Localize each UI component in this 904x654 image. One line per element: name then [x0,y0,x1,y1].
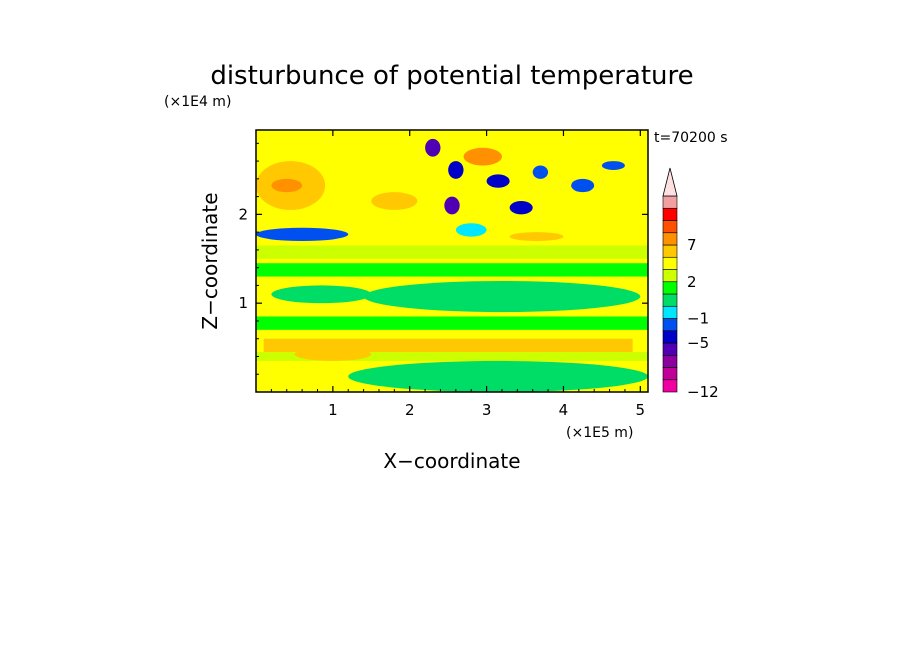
x-tick-label: 4 [559,401,569,419]
colorbar-extend-arrow [662,167,678,197]
x-tick-label: 2 [405,401,415,419]
y-axis: 12 [238,142,648,375]
heatmap-cell [455,223,487,237]
heatmap-cell [256,227,349,242]
x-tick-label: 1 [328,401,338,419]
heatmap-cell [271,178,303,193]
colorbar-segment [662,220,678,234]
y-unit-label: (×1E4 m) [164,94,231,110]
colorbar-segment [662,354,678,368]
colorbar-segment [662,195,678,209]
heatmap-cell [271,285,372,304]
heatmap-cell [448,161,464,179]
time-label: t=70200 s [654,130,728,146]
colorbar-segment [662,232,678,246]
heatmap-cell [571,178,595,193]
colorbar-segment [662,305,678,319]
heatmap-cell [486,174,510,188]
colorbar-segment [662,318,678,332]
colorbar: −12−5−127 [662,167,719,401]
heatmap-cell [256,316,648,330]
colorbar-segment [662,379,678,393]
heatmap-cell [263,338,633,353]
heatmap-cell [463,147,502,166]
colorbar-segment [662,256,678,270]
heatmap-cell [509,201,533,215]
heatmap-cell [532,165,549,179]
heatmap-cell [509,232,564,242]
heatmap-cell [363,280,641,313]
heatmap-cell [256,245,648,259]
x-tick-label: 3 [482,401,492,419]
y-axis-label: Z−coordinate [198,192,222,329]
heatmap-cell [256,352,648,361]
y-tick-label: 2 [238,205,248,223]
colorbar-tick-label: −1 [687,310,709,328]
colorbar-segment [662,244,678,258]
heatmap-cell [371,192,418,210]
x-axis-label: X−coordinate [383,449,520,473]
heatmap-cell [601,161,625,170]
heatmap-cell [348,360,648,392]
y-tick-label: 1 [238,294,248,312]
colorbar-tick-label: −5 [687,334,709,352]
colorbar-tick-label: 7 [687,236,697,254]
x-axis: 1 2 3 4 5 [270,130,646,419]
plot-frame [255,129,649,393]
colorbar-segment [662,330,678,344]
chart-title: disturbunce of potential temperature [210,61,693,91]
colorbar-segment [662,281,678,295]
colorbar-segment [662,269,678,283]
colorbar-tick-label: −12 [687,383,719,401]
x-unit-label: (×1E5 m) [566,425,633,441]
x-tick-label: 5 [636,401,646,419]
colorbar-segment [662,293,678,307]
colorbar-segment [662,207,678,221]
colorbar-segment [662,342,678,356]
heatmap-field [256,130,648,392]
heatmap-cell [444,196,460,215]
heatmap-cell [425,138,441,157]
colorbar-segment [662,367,678,381]
heatmap-cell [256,263,648,277]
heatmap-cell [294,347,372,361]
colorbar-tick-label: 2 [687,273,697,291]
